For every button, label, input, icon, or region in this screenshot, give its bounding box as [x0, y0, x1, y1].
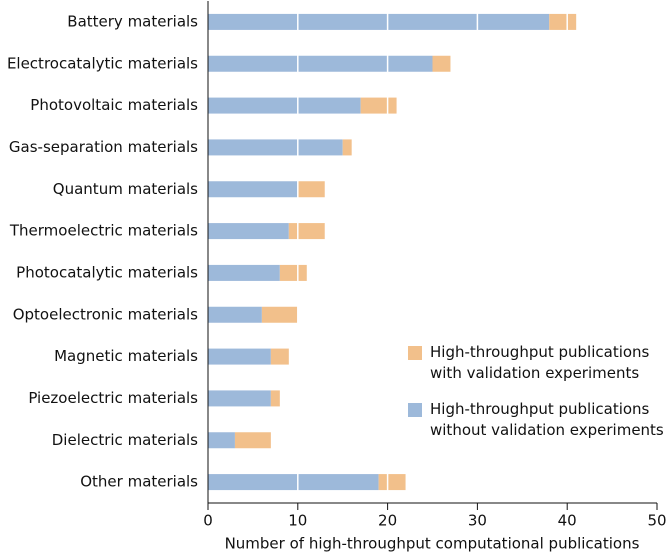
bar-segment [208, 13, 550, 30]
bar-segment [208, 264, 280, 281]
x-tick-label: 40 [558, 512, 577, 530]
bar-segment [342, 139, 352, 156]
bar-segment [378, 474, 406, 491]
bar-segment [288, 223, 325, 240]
y-tick-label: Quantum materials [53, 180, 198, 198]
x-axis-label: Number of high-throughput computational … [225, 535, 640, 552]
bar-segment [208, 223, 289, 240]
y-tick-label: Piezoelectric materials [28, 389, 198, 407]
bar-segment [208, 432, 235, 449]
legend-swatch [408, 346, 422, 360]
bar-segment [208, 474, 379, 491]
bar-segment [208, 55, 433, 72]
x-tick-label: 30 [468, 512, 487, 530]
y-tick-label: Dielectric materials [52, 431, 198, 449]
bar-segment [432, 55, 451, 72]
x-tick-label: 20 [378, 512, 397, 530]
bar-segment [261, 306, 298, 323]
bar-segment [208, 348, 271, 365]
bar-segment [279, 264, 307, 281]
bar-segment [208, 390, 271, 407]
bar-segment [270, 348, 289, 365]
legend-label: High-throughput publications with valida… [430, 343, 650, 382]
y-tick-label: Other materials [80, 473, 198, 491]
bar-segment [360, 97, 397, 114]
legend-swatch [408, 403, 422, 417]
bar-segment [549, 13, 577, 30]
bar-segment [208, 181, 298, 198]
x-tick-label: 50 [647, 512, 666, 530]
y-tick-label: Photovoltaic materials [30, 96, 198, 114]
bar-segment [297, 181, 325, 198]
y-tick-label: Magnetic materials [54, 347, 198, 365]
y-tick-label: Gas-separation materials [9, 138, 198, 156]
x-tick-label: 10 [288, 512, 307, 530]
legend-label: High-throughput publications without val… [430, 400, 664, 439]
y-tick-label: Photocatalytic materials [16, 263, 198, 281]
bar-segment [270, 390, 280, 407]
y-tick-label: Battery materials [67, 12, 198, 30]
bar-segment [208, 139, 343, 156]
y-tick-label: Thermoelectric materials [9, 222, 198, 240]
bar-segment [208, 306, 262, 323]
y-tick-label: Electrocatalytic materials [7, 54, 198, 72]
x-tick-label: 0 [203, 512, 213, 530]
bar-segment [234, 432, 271, 449]
y-tick-label: Optoelectronic materials [13, 305, 198, 323]
bar-segment [208, 97, 361, 114]
